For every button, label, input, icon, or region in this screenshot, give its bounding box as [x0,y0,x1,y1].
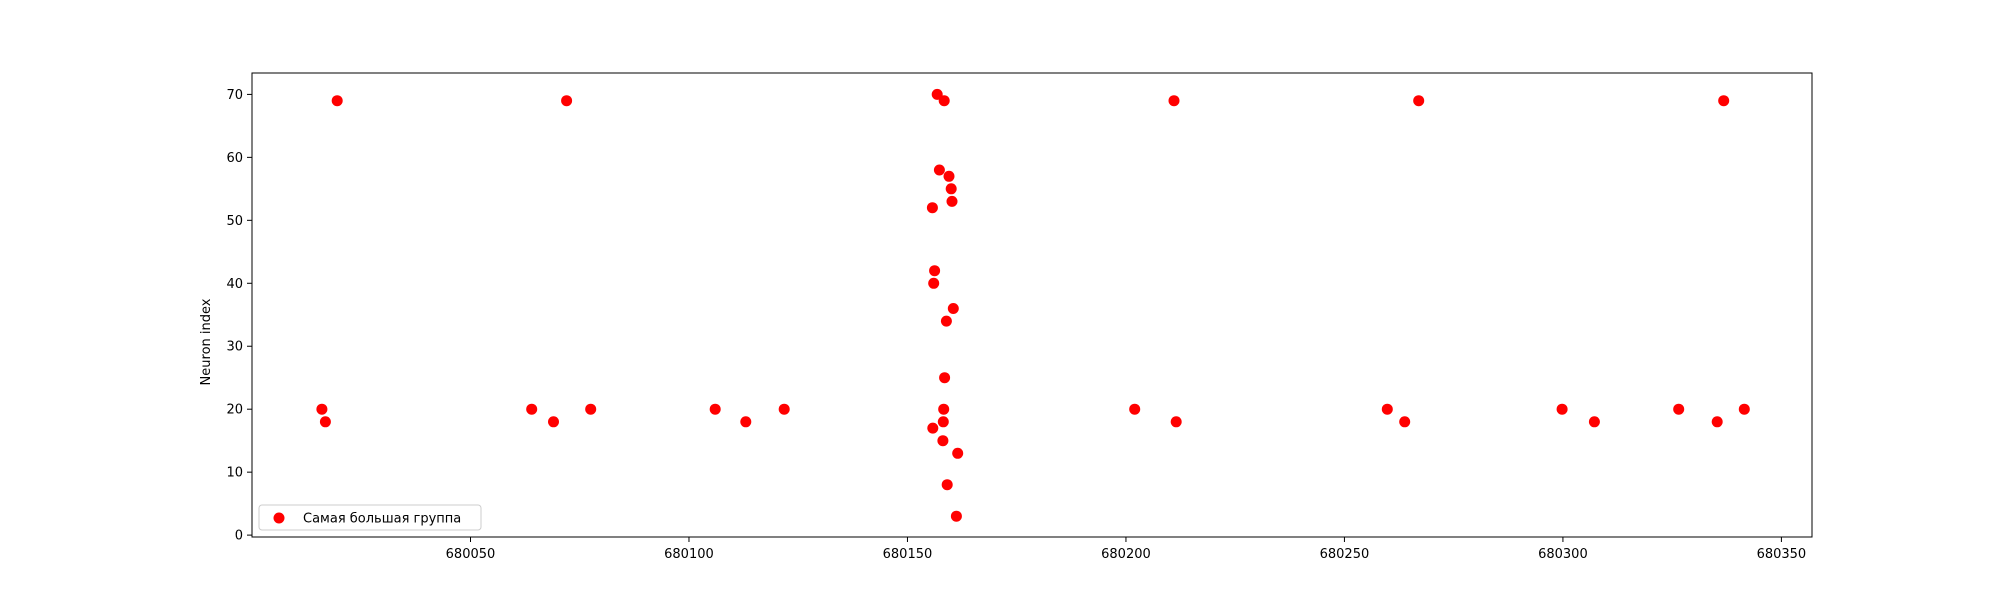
data-point [1711,416,1723,428]
data-point [561,95,573,107]
x-tick-label: 680200 [1101,547,1151,562]
data-point [941,479,953,491]
legend-marker [273,512,285,524]
axes-frame [251,72,1813,538]
data-point [1738,403,1750,415]
data-point [1170,416,1182,428]
y-axis-label: Neuron index [199,298,214,385]
y-tick-label: 20 [226,403,243,418]
data-point [548,416,559,428]
x-axis: 680050 680100 680150 680200 680250 680300 6803… [446,537,1807,562]
data-point [938,95,950,107]
data-point [1381,403,1393,415]
legend-entry-label: Самая большая группа [303,512,461,527]
data-point [331,95,343,107]
data-point [1556,403,1568,415]
y-axis: 0 10 20 30 40 50 60 70 [226,88,252,544]
data-point [526,403,538,415]
x-tick-label: 680150 [883,547,933,562]
y-tick-label: 40 [226,277,243,292]
data-point [926,202,938,214]
legend-frame [258,504,482,531]
plot-area [251,72,1813,538]
data-point [945,183,957,195]
data-point [778,403,790,415]
data-point [1718,95,1730,107]
x-tick-label: 680350 [1757,547,1807,562]
data-point [1413,95,1425,107]
data-point [939,372,951,384]
x-tick-label: 680250 [1320,547,1370,562]
data-point [1673,403,1685,415]
y-tick-label: 70 [226,88,243,103]
data-point [947,303,959,314]
data-point [740,416,752,428]
data-point [938,403,950,415]
data-point [1588,416,1600,428]
x-tick-label: 680050 [446,547,496,562]
data-point [937,416,949,428]
data-point [316,403,328,415]
data-point [929,265,941,277]
y-tick-label: 10 [226,466,243,481]
data-point [952,447,964,459]
data-point [1168,95,1180,107]
y-tick-label: 0 [235,529,243,544]
x-tick-label: 680300 [1538,547,1588,562]
data-point [585,403,597,415]
data-point [709,403,721,415]
data-point [950,510,962,522]
y-tick-label: 50 [226,214,243,229]
data-point [943,170,955,182]
data-point [1129,403,1141,415]
legend: Самая большая группа [258,504,482,531]
y-tick-label: 60 [226,151,243,166]
x-tick-label: 680100 [664,547,714,562]
data-point [927,422,939,434]
data-point [937,435,949,447]
data-point [933,164,945,176]
data-point [946,195,958,207]
data-point [940,315,952,327]
y-tick-label: 30 [226,340,243,355]
data-point [928,277,940,289]
data-point [319,416,331,428]
data-point [1399,416,1411,428]
data-point [931,88,943,100]
